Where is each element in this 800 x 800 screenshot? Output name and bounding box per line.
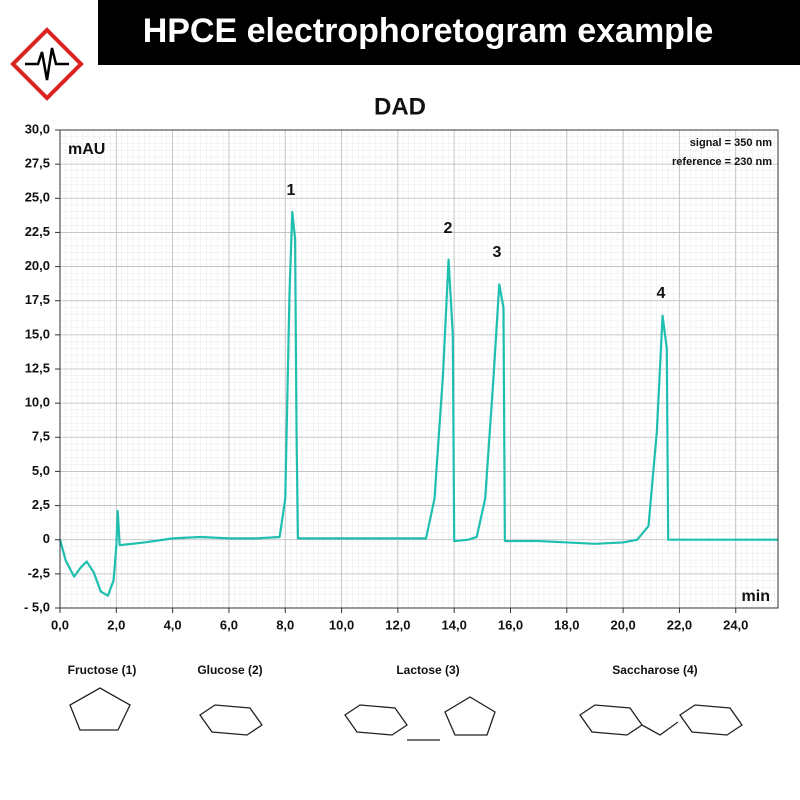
x-tick-label: 4,0 bbox=[164, 617, 182, 632]
x-tick-label: 24,0 bbox=[723, 617, 748, 632]
structures: Fructose (1) Glucose (2) Lactose (3) Sac… bbox=[68, 663, 743, 741]
peak-label: 3 bbox=[493, 244, 502, 261]
compound-name: Fructose (1) bbox=[68, 663, 137, 677]
annotation: signal = 350 nm bbox=[690, 137, 772, 149]
chart-title: DAD bbox=[374, 93, 426, 120]
logo bbox=[10, 27, 84, 101]
x-tick-label: 2,0 bbox=[107, 617, 125, 632]
y-tick-label: 12,5 bbox=[25, 360, 50, 375]
y-tick-label: 2,5 bbox=[32, 497, 50, 512]
y-tick-label: -2,5 bbox=[28, 565, 50, 580]
y-axis-label: mAU bbox=[68, 141, 105, 158]
y-tick-label: 20,0 bbox=[25, 258, 50, 273]
y-tick-label: 22,5 bbox=[25, 224, 50, 239]
signal-line bbox=[58, 210, 778, 597]
y-tick-label: 5,0 bbox=[32, 463, 50, 478]
x-tick-label: 14,0 bbox=[442, 617, 467, 632]
x-tick-label: 8,0 bbox=[276, 617, 294, 632]
x-tick-label: 22,0 bbox=[667, 617, 692, 632]
compound-name: Saccharose (4) bbox=[612, 663, 697, 677]
x-tick-label: 12,0 bbox=[385, 617, 410, 632]
y-tick-label: 7,5 bbox=[32, 429, 50, 444]
y-tick-label: - 5,0 bbox=[24, 599, 50, 614]
peak-label: 4 bbox=[657, 285, 666, 302]
x-axis-label: min bbox=[742, 588, 770, 605]
compound-name: Glucose (2) bbox=[197, 663, 262, 677]
x-tick-label: 6,0 bbox=[220, 617, 238, 632]
x-tick-label: 10,0 bbox=[329, 617, 354, 632]
annotation: reference = 230 nm bbox=[672, 156, 772, 168]
y-tick-label: 17,5 bbox=[25, 292, 50, 307]
y-tick-label: 27,5 bbox=[25, 156, 50, 171]
y-tick-label: 30,0 bbox=[25, 121, 50, 136]
y-tick-label: 15,0 bbox=[25, 326, 50, 341]
x-tick-label: 20,0 bbox=[610, 617, 635, 632]
y-tick-label: 25,0 bbox=[25, 190, 50, 205]
compound-name: Lactose (3) bbox=[396, 663, 459, 677]
x-tick-label: 18,0 bbox=[554, 617, 579, 632]
peak-label: 2 bbox=[444, 220, 453, 237]
header-bar bbox=[0, 0, 800, 65]
x-tick-label: 0,0 bbox=[51, 617, 69, 632]
peak-label: 1 bbox=[287, 182, 296, 199]
page-title: HPCE electrophoretogram example bbox=[143, 12, 714, 50]
y-tick-label: 10,0 bbox=[25, 395, 50, 410]
x-tick-label: 16,0 bbox=[498, 617, 523, 632]
y-tick-label: 0 bbox=[43, 531, 50, 546]
